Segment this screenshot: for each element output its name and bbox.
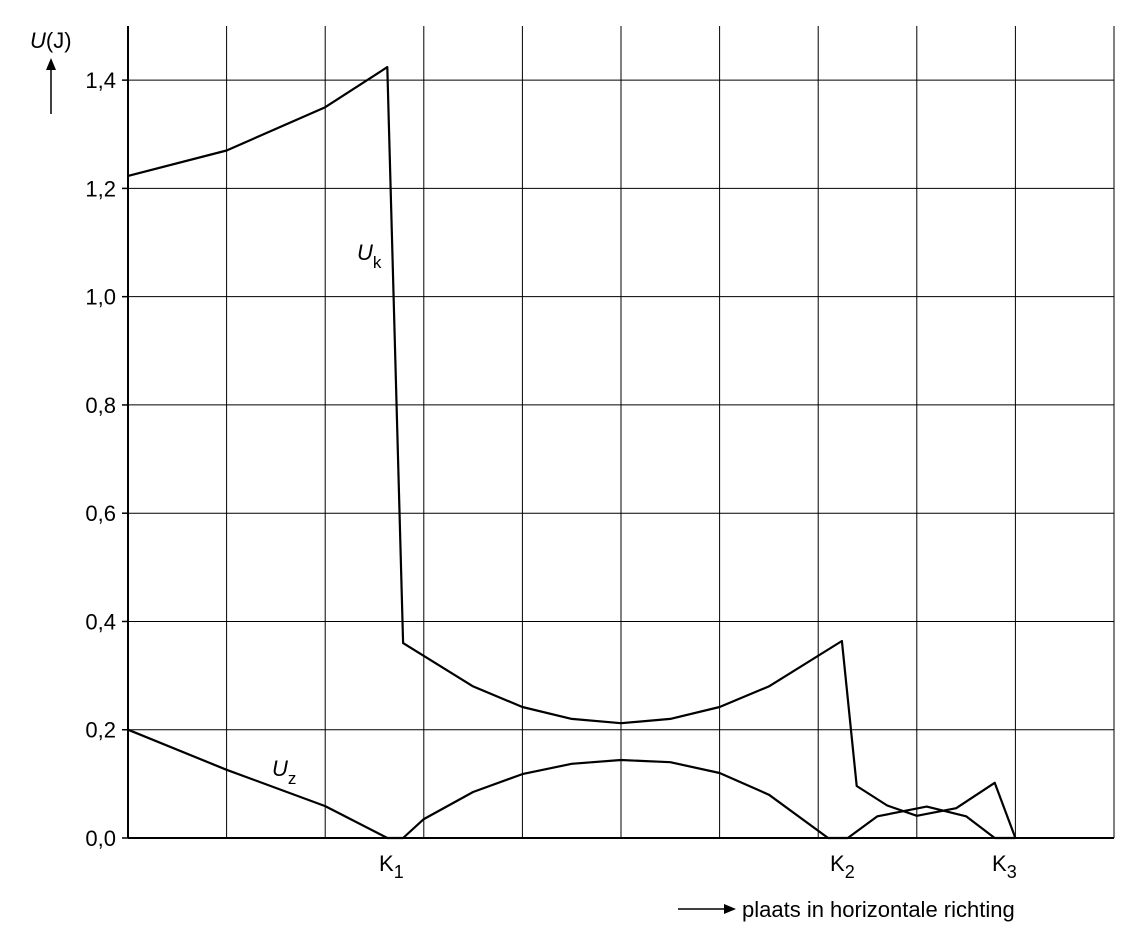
series-line [127, 66, 1017, 839]
series-sub: z [288, 769, 297, 788]
y-symbol: U [30, 28, 46, 53]
marker-symbol: K [379, 851, 394, 876]
x-axis-label: plaats in horizontale richting [742, 897, 1015, 922]
series-name: U [357, 240, 373, 265]
y-tick-label: 1,4 [85, 68, 116, 93]
y-tick-label: 0,2 [85, 718, 116, 743]
y-tick-label: 0,6 [85, 501, 116, 526]
y-arrow-head [46, 58, 56, 70]
y-axis-label: U(J) [30, 28, 72, 53]
x-marker-label: K3 [992, 851, 1017, 882]
series-label: Uk [357, 240, 382, 272]
marker-sub: 2 [845, 862, 855, 882]
y-tick-label: 0,4 [85, 609, 116, 634]
y-tick-label: 1,0 [85, 285, 116, 310]
series-line [127, 728, 1016, 840]
marker-sub: 3 [1007, 862, 1017, 882]
y-tick-label: 0,0 [85, 826, 116, 851]
marker-symbol: K [830, 851, 845, 876]
x-marker-label: K2 [830, 851, 855, 882]
marker-sub: 1 [394, 862, 404, 882]
x-marker-label: K1 [379, 851, 404, 882]
y-unit: (J) [46, 28, 72, 53]
x-arrow-head [724, 904, 736, 914]
marker-symbol: K [992, 851, 1007, 876]
series-label: Uz [272, 756, 296, 788]
y-tick-label: 0,8 [85, 393, 116, 418]
y-tick-label: 1,2 [85, 176, 116, 201]
series-sub: k [373, 253, 382, 272]
series-name: U [272, 756, 288, 781]
